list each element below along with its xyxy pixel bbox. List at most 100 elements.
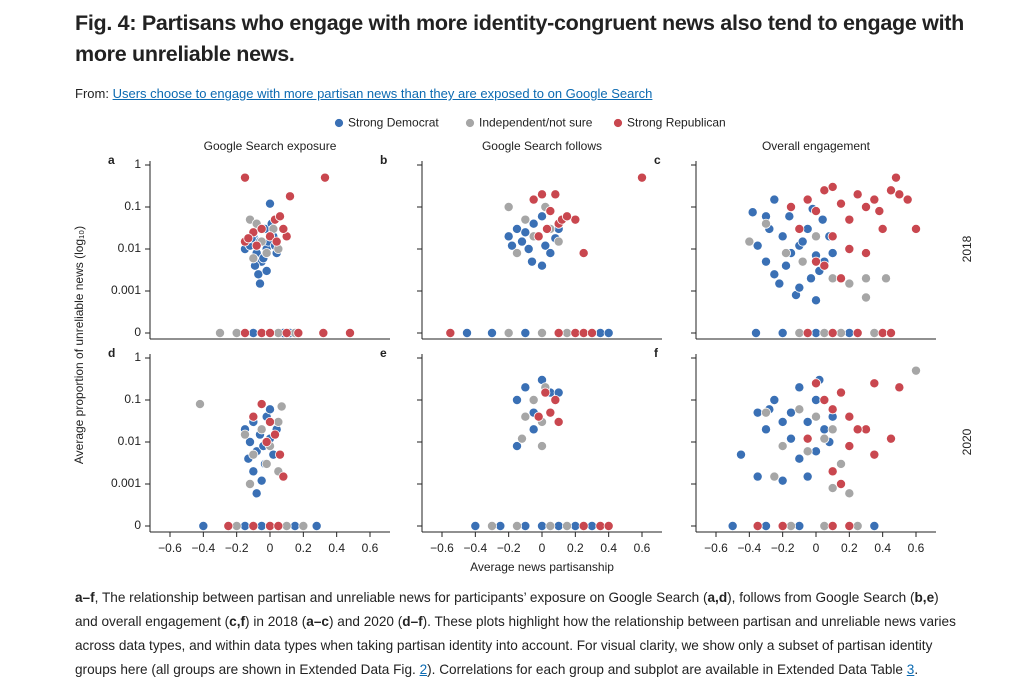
data-point bbox=[523, 243, 534, 254]
data-point bbox=[802, 433, 813, 444]
data-point bbox=[281, 521, 292, 532]
data-point bbox=[289, 521, 300, 532]
data-point bbox=[503, 201, 514, 212]
data-point bbox=[894, 382, 905, 393]
x-tick-label: −0.6 bbox=[158, 541, 182, 555]
data-point bbox=[827, 181, 838, 192]
data-point bbox=[512, 441, 523, 452]
data-point bbox=[819, 424, 830, 435]
data-point bbox=[512, 223, 523, 234]
data-point bbox=[797, 236, 808, 247]
data-point bbox=[794, 404, 805, 415]
data-point bbox=[852, 189, 863, 200]
row-label: 2020 bbox=[960, 428, 974, 455]
data-point bbox=[861, 248, 872, 259]
caption-link[interactable]: 2 bbox=[419, 662, 428, 677]
caption-text: ). These plots highlight how the relatio… bbox=[75, 614, 956, 677]
data-point bbox=[503, 231, 514, 242]
x-tick-label: 0 bbox=[813, 541, 820, 555]
data-point bbox=[276, 401, 287, 412]
data-point bbox=[781, 260, 792, 271]
data-point bbox=[777, 521, 788, 532]
panel-letter: f bbox=[654, 346, 659, 360]
data-point bbox=[578, 521, 589, 532]
legend-label: Independent/not sure bbox=[479, 116, 593, 130]
data-point bbox=[344, 327, 355, 338]
data-point bbox=[198, 521, 209, 532]
caption-text: ) and overall engagement ( bbox=[75, 590, 939, 629]
source-line: From: Users choose to engage with more p… bbox=[75, 86, 652, 101]
data-point bbox=[520, 327, 531, 338]
x-tick-label: 0 bbox=[539, 541, 546, 555]
data-point bbox=[827, 231, 838, 242]
column-title: Overall engagement bbox=[762, 139, 871, 153]
data-point bbox=[248, 327, 259, 338]
data-point bbox=[844, 214, 855, 225]
data-point bbox=[239, 327, 250, 338]
data-point bbox=[570, 521, 581, 532]
data-point bbox=[774, 278, 785, 289]
data-point bbox=[827, 327, 838, 338]
caption-link[interactable]: 3 bbox=[906, 662, 915, 677]
data-point bbox=[264, 416, 275, 427]
data-point bbox=[537, 441, 548, 452]
data-point bbox=[786, 521, 797, 532]
source-link[interactable]: Users choose to engage with more partisa… bbox=[112, 86, 653, 101]
data-point bbox=[527, 256, 538, 267]
y-tick-label: 0.01 bbox=[118, 434, 142, 448]
y-tick-label: 0 bbox=[134, 325, 141, 339]
data-point bbox=[781, 248, 792, 259]
data-point bbox=[877, 223, 888, 234]
data-point bbox=[827, 404, 838, 415]
data-point bbox=[761, 407, 772, 418]
data-point bbox=[794, 453, 805, 464]
data-point bbox=[273, 416, 284, 427]
y-tick-label: 1 bbox=[134, 157, 141, 171]
data-point bbox=[752, 521, 763, 532]
data-point bbox=[786, 407, 797, 418]
data-point bbox=[844, 411, 855, 422]
data-point bbox=[827, 483, 838, 494]
data-point bbox=[248, 466, 259, 477]
caption-text: c,f bbox=[229, 614, 246, 629]
row-label: 2018 bbox=[960, 235, 974, 262]
data-point bbox=[248, 521, 259, 532]
data-point bbox=[886, 185, 897, 196]
from-label: From: bbox=[75, 86, 109, 101]
data-point bbox=[747, 207, 758, 218]
data-point bbox=[844, 278, 855, 289]
data-point bbox=[802, 471, 813, 482]
data-point bbox=[503, 327, 514, 338]
caption: a–f, The relationship between partisan a… bbox=[75, 586, 965, 682]
data-point bbox=[239, 429, 250, 440]
data-point bbox=[298, 521, 309, 532]
data-point bbox=[231, 327, 242, 338]
x-tick-label: −0.2 bbox=[225, 541, 249, 555]
data-point bbox=[844, 327, 855, 338]
data-point bbox=[811, 327, 822, 338]
data-point bbox=[256, 223, 267, 234]
data-point bbox=[273, 327, 284, 338]
data-point bbox=[562, 521, 573, 532]
data-point bbox=[769, 194, 780, 205]
x-tick-label: 0.4 bbox=[328, 541, 345, 555]
data-point bbox=[562, 211, 573, 222]
data-point bbox=[784, 211, 795, 222]
data-point bbox=[506, 240, 517, 251]
data-point bbox=[553, 521, 564, 532]
data-point bbox=[761, 218, 772, 229]
data-point bbox=[861, 292, 872, 303]
data-point bbox=[264, 521, 275, 532]
data-point bbox=[769, 394, 780, 405]
y-tick-label: 0.001 bbox=[111, 476, 141, 490]
data-point bbox=[603, 327, 614, 338]
data-point bbox=[540, 387, 551, 398]
data-point bbox=[248, 253, 259, 264]
data-point bbox=[533, 231, 544, 242]
data-point bbox=[570, 214, 581, 225]
data-point bbox=[874, 206, 885, 217]
data-point bbox=[239, 172, 250, 183]
data-point bbox=[836, 198, 847, 209]
data-point bbox=[761, 256, 772, 267]
